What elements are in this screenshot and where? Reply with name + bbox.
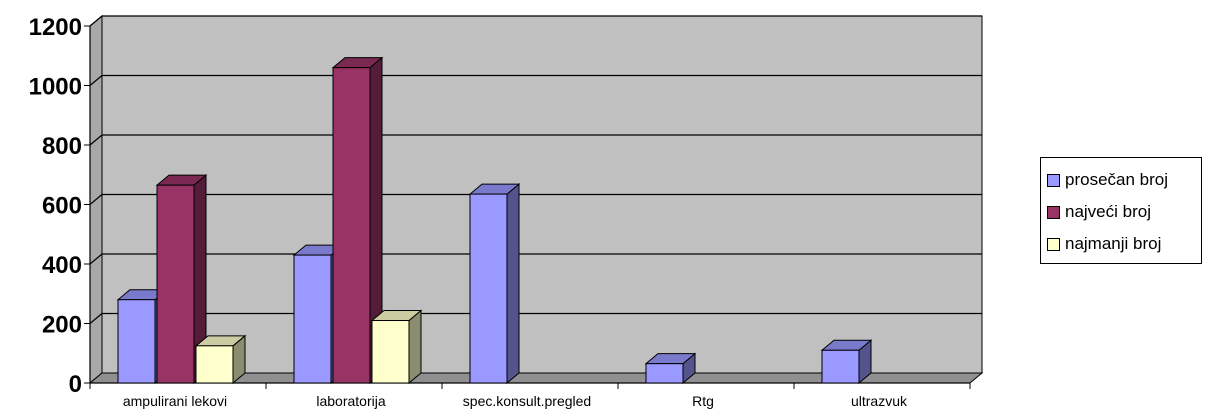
legend-item-prosecan-broj: prosečan broj: [1047, 164, 1201, 196]
legend-swatch-najveci-broj: [1047, 205, 1060, 219]
legend-label-prosecan-broj: prosečan broj: [1065, 170, 1169, 189]
y-tick-label: 600: [42, 193, 82, 220]
legend-label-najveci-broj: najveći broj: [1065, 202, 1151, 221]
gridline: [89, 193, 982, 205]
x-tick-label-laboratorija: laboratorija: [316, 393, 385, 409]
bar-rtg-prosecan-broj: [644, 352, 697, 385]
x-tick-label-ultrazvuk: ultrazvuk: [851, 393, 908, 409]
x-axis-tick-labels: ampulirani lekovi laboratorija spec.konsul…: [123, 393, 908, 409]
y-axis-tick-labels: 0 200 400 600 800 1000 1200: [29, 14, 82, 398]
legend-item-najmanji-broj: najmanji broj: [1047, 228, 1201, 260]
gridline: [89, 312, 982, 324]
gridline: [89, 15, 982, 27]
y-tick-label: 400: [42, 252, 82, 279]
y-tick-label: 800: [42, 133, 82, 160]
x-tick-label-ampulirani-lekovi: ampulirani lekovi: [123, 393, 227, 409]
x-tick-label-rtg: Rtg: [692, 393, 714, 409]
gridline: [89, 253, 982, 265]
plot-walls: [88, 14, 984, 385]
gridline: [89, 134, 982, 146]
legend-swatch-najmanji-broj: [1047, 237, 1060, 251]
legend: prosečan broj najveći broj najmanji broj: [1040, 157, 1202, 264]
bar-laboratorija-najmanji-broj: [370, 309, 423, 385]
legend-swatch-prosecan-broj: [1047, 173, 1060, 187]
gridline: [89, 74, 982, 86]
bar-ampulirani-lekovi-najmanji-broj: [194, 334, 247, 385]
bar-ampulirani-lekovi-najveci-broj: [155, 174, 208, 385]
y-tick-label: 200: [42, 312, 82, 339]
bar-spec-konsult-pregled-prosecan-broj: [468, 183, 521, 385]
legend-label-najmanji-broj: najmanji broj: [1065, 234, 1162, 253]
legend-item-najveci-broj: najveći broj: [1047, 196, 1201, 228]
gridlines: [89, 15, 982, 324]
y-tick-label: 1000: [29, 74, 82, 101]
bar-laboratorija-najveci-broj: [331, 56, 384, 385]
bars: [116, 56, 873, 385]
y-tick-label: 0: [69, 371, 82, 398]
y-tick-label: 1200: [29, 14, 82, 41]
x-tick-label-spec-konsult-pregled: spec.konsult.pregled: [463, 393, 591, 409]
bar-ultrazvuk-prosecan-broj: [820, 339, 873, 385]
